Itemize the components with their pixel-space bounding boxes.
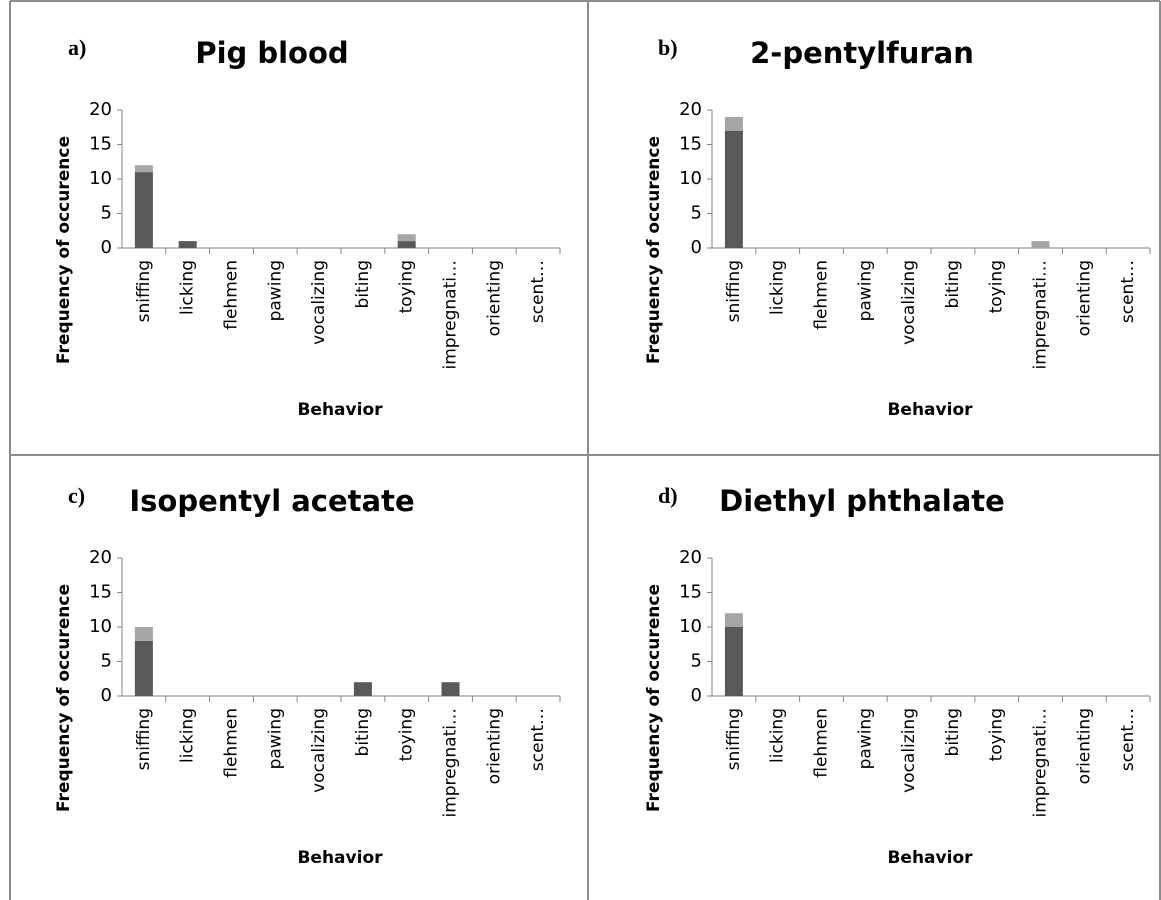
bar-segment bbox=[441, 682, 460, 696]
bar-segment bbox=[724, 627, 743, 696]
x-tick-label: licking bbox=[178, 260, 198, 315]
bar-segment bbox=[397, 234, 416, 242]
y-tick-label: 0 bbox=[101, 685, 112, 706]
y-tick-label: 10 bbox=[89, 616, 112, 637]
x-tick-label: toying bbox=[987, 260, 1007, 313]
bar-segment bbox=[134, 172, 153, 248]
y-axis-label: Frequency of occurence bbox=[644, 136, 664, 364]
y-tick-label: 0 bbox=[101, 237, 112, 258]
y-tick-label: 0 bbox=[691, 237, 702, 258]
x-tick-label: orienting bbox=[1074, 708, 1094, 784]
panel-label: c) bbox=[68, 483, 85, 508]
x-tick-label: flehmen bbox=[812, 708, 832, 778]
x-tick-label: scent… bbox=[528, 260, 548, 323]
x-tick-label: flehmen bbox=[222, 708, 242, 778]
x-axis-label: Behavior bbox=[887, 848, 973, 868]
x-tick-label: licking bbox=[768, 260, 788, 315]
x-tick-label: toying bbox=[397, 260, 417, 313]
chart-title: 2-pentylfuran bbox=[750, 36, 974, 70]
x-tick-label: orienting bbox=[484, 260, 504, 336]
y-tick-label: 20 bbox=[89, 99, 112, 120]
x-tick-label: impregnati… bbox=[441, 260, 461, 370]
y-tick-label: 15 bbox=[679, 134, 702, 155]
y-axis-label: Frequency of occurence bbox=[54, 136, 74, 364]
x-tick-label: impregnati… bbox=[1031, 708, 1051, 818]
x-tick-label: toying bbox=[987, 708, 1007, 761]
x-tick-label: scent… bbox=[528, 708, 548, 771]
y-tick-label: 10 bbox=[679, 168, 702, 189]
x-axis-label: Behavior bbox=[297, 848, 383, 868]
chart-title: Diethyl phthalate bbox=[719, 484, 1005, 518]
x-tick-label: orienting bbox=[484, 708, 504, 784]
x-tick-label: biting bbox=[353, 708, 373, 756]
y-tick-label: 5 bbox=[101, 651, 112, 672]
y-tick-label: 0 bbox=[691, 685, 702, 706]
y-tick-label: 15 bbox=[679, 582, 702, 603]
bar-segment bbox=[397, 241, 416, 248]
x-tick-label: pawing bbox=[265, 260, 285, 321]
x-tick-label: orienting bbox=[1074, 260, 1094, 336]
bar-segment bbox=[134, 640, 153, 696]
x-tick-label: sniffing bbox=[134, 260, 154, 322]
y-tick-label: 10 bbox=[679, 616, 702, 637]
x-tick-label: vocalizing bbox=[309, 708, 329, 793]
chart-title: Isopentyl acetate bbox=[129, 484, 414, 518]
y-axis-label: Frequency of occurence bbox=[644, 584, 664, 812]
y-tick-label: 5 bbox=[101, 203, 112, 224]
x-tick-label: vocalizing bbox=[899, 708, 919, 793]
panel-borders bbox=[9, 0, 1161, 900]
x-tick-label: sniffing bbox=[134, 708, 154, 770]
x-tick-label: toying bbox=[397, 708, 417, 761]
y-tick-label: 20 bbox=[679, 99, 702, 120]
x-tick-label: scent… bbox=[1118, 260, 1138, 323]
y-tick-label: 15 bbox=[89, 134, 112, 155]
bar-segment bbox=[353, 682, 372, 696]
x-tick-label: pawing bbox=[855, 708, 875, 769]
bar-segment bbox=[178, 241, 197, 248]
panel-label: b) bbox=[658, 35, 678, 60]
bar-segment bbox=[724, 116, 743, 131]
y-tick-label: 5 bbox=[691, 651, 702, 672]
x-tick-label: vocalizing bbox=[309, 260, 329, 345]
x-tick-label: sniffing bbox=[724, 708, 744, 770]
x-tick-label: licking bbox=[178, 708, 198, 763]
x-tick-label: biting bbox=[943, 708, 963, 756]
x-axis-label: Behavior bbox=[887, 400, 973, 420]
bar-segment bbox=[1031, 241, 1050, 248]
panel-label: d) bbox=[658, 483, 678, 508]
bar-segment bbox=[724, 613, 743, 627]
x-tick-label: biting bbox=[943, 260, 963, 308]
y-tick-label: 10 bbox=[89, 168, 112, 189]
x-tick-label: pawing bbox=[265, 708, 285, 769]
y-tick-label: 20 bbox=[89, 547, 112, 568]
bar-segment bbox=[134, 165, 153, 173]
y-tick-label: 20 bbox=[679, 547, 702, 568]
panel-label: a) bbox=[68, 35, 86, 60]
x-tick-label: licking bbox=[768, 708, 788, 763]
x-tick-label: impregnati… bbox=[1031, 260, 1051, 370]
x-tick-label: sniffing bbox=[724, 260, 744, 322]
bar-segment bbox=[724, 130, 743, 248]
y-tick-label: 15 bbox=[89, 582, 112, 603]
bar-segment bbox=[134, 627, 153, 641]
x-tick-label: biting bbox=[353, 260, 373, 308]
chart-title: Pig blood bbox=[195, 36, 348, 70]
x-tick-label: flehmen bbox=[812, 260, 832, 330]
x-tick-label: impregnati… bbox=[441, 708, 461, 818]
x-axis-label: Behavior bbox=[297, 400, 383, 420]
x-tick-label: vocalizing bbox=[899, 260, 919, 345]
x-tick-label: scent… bbox=[1118, 708, 1138, 771]
x-tick-label: pawing bbox=[855, 260, 875, 321]
y-tick-label: 5 bbox=[691, 203, 702, 224]
x-tick-label: flehmen bbox=[222, 260, 242, 330]
y-axis-label: Frequency of occurence bbox=[54, 584, 74, 812]
